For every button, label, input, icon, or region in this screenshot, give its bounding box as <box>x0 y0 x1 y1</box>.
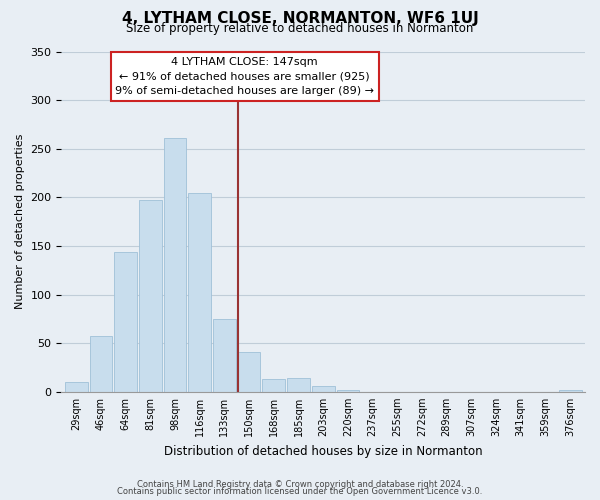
Bar <box>89 336 112 392</box>
X-axis label: Distribution of detached houses by size in Normanton: Distribution of detached houses by size … <box>164 444 482 458</box>
Text: Contains HM Land Registry data © Crown copyright and database right 2024.: Contains HM Land Registry data © Crown c… <box>137 480 463 489</box>
Bar <box>337 390 359 392</box>
Text: 4, LYTHAM CLOSE, NORMANTON, WF6 1UJ: 4, LYTHAM CLOSE, NORMANTON, WF6 1UJ <box>122 11 478 26</box>
Bar <box>559 390 581 392</box>
Bar <box>312 386 335 392</box>
Text: 4 LYTHAM CLOSE: 147sqm
← 91% of detached houses are smaller (925)
9% of semi-det: 4 LYTHAM CLOSE: 147sqm ← 91% of detached… <box>115 56 374 96</box>
Bar <box>188 194 211 392</box>
Bar <box>65 382 88 392</box>
Bar <box>287 378 310 392</box>
Bar <box>114 252 137 392</box>
Text: Contains public sector information licensed under the Open Government Licence v3: Contains public sector information licen… <box>118 487 482 496</box>
Bar <box>262 379 285 392</box>
Bar <box>238 352 260 392</box>
Y-axis label: Number of detached properties: Number of detached properties <box>15 134 25 310</box>
Bar <box>164 138 187 392</box>
Text: Size of property relative to detached houses in Normanton: Size of property relative to detached ho… <box>127 22 473 35</box>
Bar <box>139 200 161 392</box>
Bar <box>213 319 236 392</box>
